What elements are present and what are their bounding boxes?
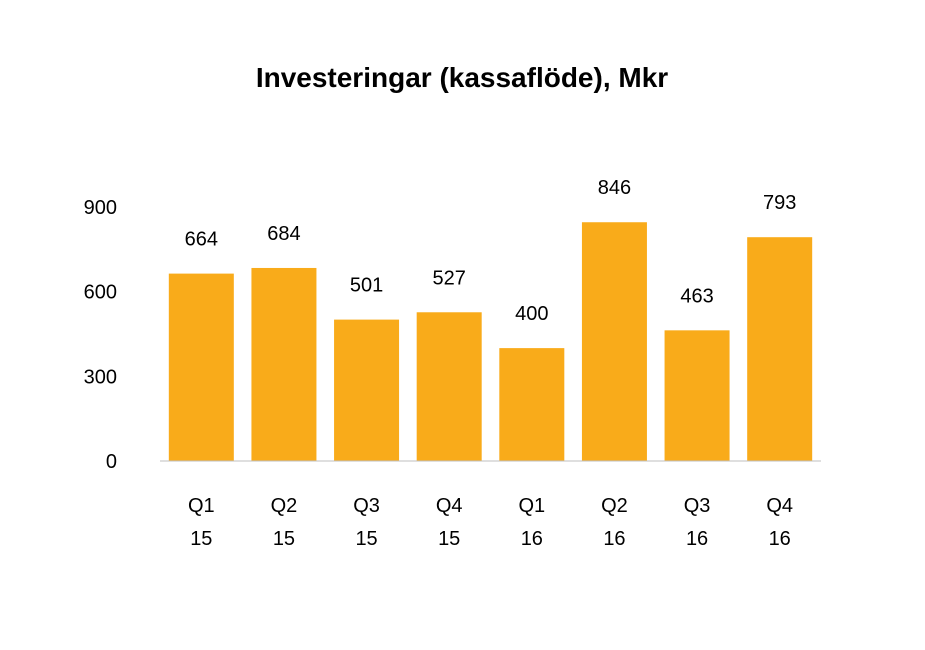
x-tick-label: Q3 xyxy=(353,495,380,517)
x-tick-label: Q2 xyxy=(601,495,628,517)
value-labels: 664 684 501 527 400 846 463 793 xyxy=(185,177,797,325)
y-axis-ticks: 0 300 600 900 xyxy=(84,197,117,473)
x-tick-label: 15 xyxy=(190,528,212,550)
bars xyxy=(168,222,813,461)
bar-value-label: 527 xyxy=(433,267,466,289)
bar xyxy=(251,267,317,461)
bar xyxy=(334,319,400,461)
bar-value-label: 664 xyxy=(185,229,218,251)
x-tick-label: 16 xyxy=(769,528,791,550)
y-tick-label: 600 xyxy=(84,282,117,304)
chart-title: Investeringar (kassaflöde), Mkr xyxy=(256,62,668,93)
x-tick-label: Q4 xyxy=(436,495,463,517)
y-tick-label: 900 xyxy=(84,197,117,219)
x-tick-label: 15 xyxy=(438,528,460,550)
bar xyxy=(416,312,482,461)
x-tick-label: 15 xyxy=(355,528,377,550)
bar xyxy=(499,348,565,461)
y-tick-label: 0 xyxy=(106,451,117,473)
x-tick-label: Q1 xyxy=(518,495,545,517)
x-axis-labels: Q1 15 Q2 15 Q3 15 Q4 15 Q1 16 Q2 16 Q3 16 Q4 16 xyxy=(188,495,793,550)
bar-value-label: 463 xyxy=(680,285,713,307)
bar xyxy=(581,222,647,461)
x-tick-label: 16 xyxy=(521,528,543,550)
x-tick-label: Q3 xyxy=(684,495,711,517)
bar xyxy=(168,273,234,461)
x-tick-label: 16 xyxy=(603,528,625,550)
bar xyxy=(747,237,813,461)
y-tick-label: 300 xyxy=(84,366,117,388)
bar-value-label: 846 xyxy=(598,177,631,199)
bar-value-label: 400 xyxy=(515,303,548,325)
bar-value-label: 793 xyxy=(763,192,796,214)
x-tick-label: Q1 xyxy=(188,495,215,517)
bar-value-label: 684 xyxy=(267,223,300,245)
x-tick-label: 16 xyxy=(686,528,708,550)
x-tick-label: Q4 xyxy=(766,495,793,517)
x-tick-label: 15 xyxy=(273,528,295,550)
bar-value-label: 501 xyxy=(350,275,383,297)
bar xyxy=(664,330,730,461)
x-tick-label: Q2 xyxy=(271,495,298,517)
